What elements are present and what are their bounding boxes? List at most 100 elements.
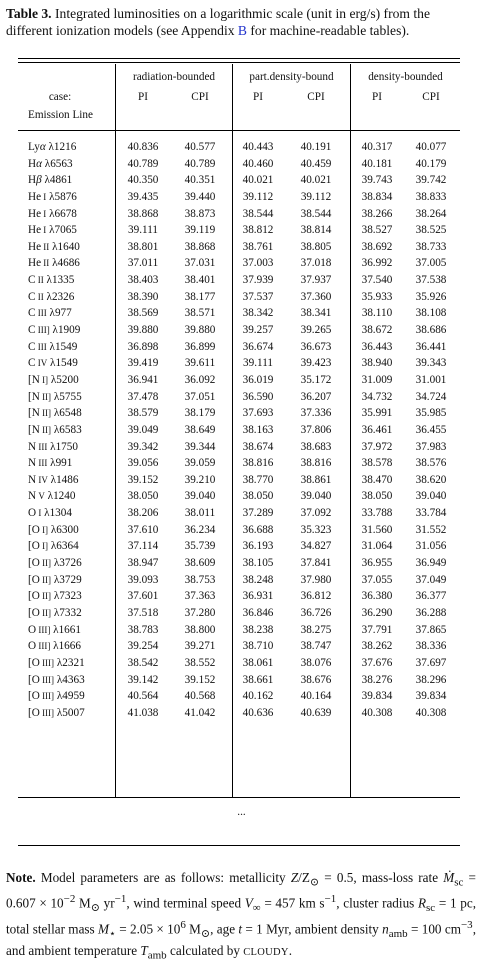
table-cell: 39.142 bbox=[127, 673, 159, 686]
line-species: [O bbox=[28, 523, 40, 536]
line-wavelength: λ7323 bbox=[53, 590, 82, 603]
line-species: He bbox=[28, 207, 42, 220]
table-cell: 38.805 bbox=[300, 240, 332, 253]
group-header-part-density-bound: part.density-bound bbox=[249, 71, 334, 83]
table-cell: 38.649 bbox=[184, 423, 216, 436]
line-species: C bbox=[28, 274, 36, 287]
line-wavelength: λ1335 bbox=[46, 274, 75, 287]
table-cell: 38.579 bbox=[127, 407, 159, 420]
table-cell: 36.688 bbox=[242, 523, 274, 536]
table-cell: 37.865 bbox=[415, 623, 447, 636]
table-cell: 40.460 bbox=[242, 157, 274, 170]
table-cell: 38.390 bbox=[127, 290, 159, 303]
table-cell: 37.697 bbox=[415, 656, 447, 669]
subheader-cpi: CPI bbox=[191, 91, 209, 103]
table-cell: 38.061 bbox=[242, 656, 274, 669]
line-ion-stage: II bbox=[37, 291, 44, 302]
table-row: N IV λ1486 39.152 39.210 38.770 38.861 38.470… bbox=[0, 472, 483, 489]
line-wavelength: λ1909 bbox=[52, 324, 81, 337]
note-text: −3 bbox=[460, 919, 473, 932]
line-wavelength: λ6678 bbox=[49, 207, 77, 220]
table-cell: 38.814 bbox=[300, 224, 332, 237]
table-row: [N II] λ6583 39.049 38.649 38.163 37.806 36.4… bbox=[0, 422, 483, 439]
line-ion-stage: I bbox=[43, 208, 47, 219]
note-text: = 0.607 × 10 bbox=[6, 870, 476, 911]
line-ion-stage: III bbox=[37, 308, 47, 319]
note-text: = 1 pc, total stellar mass bbox=[6, 895, 477, 937]
table-cell: 38.833 bbox=[415, 190, 447, 203]
line-species: C bbox=[28, 357, 36, 370]
line-ion-stage: III] bbox=[42, 707, 55, 718]
group-header-density-bounded: density-bounded bbox=[368, 71, 443, 83]
line-ion-stage: III] bbox=[37, 325, 50, 336]
line-species: [O bbox=[28, 540, 40, 553]
table-cell: 36.590 bbox=[242, 390, 274, 403]
table-cell: 34.732 bbox=[361, 390, 393, 403]
table-cell: 38.403 bbox=[127, 274, 159, 287]
line-species: [N bbox=[28, 423, 40, 436]
table-cell: 40.164 bbox=[300, 690, 332, 703]
subheader-cpi: CPI bbox=[307, 91, 325, 103]
table-cell: 38.401 bbox=[184, 274, 216, 287]
table-cell: 39.834 bbox=[361, 690, 393, 703]
line-species: [O bbox=[28, 690, 40, 703]
table-cell: 36.207 bbox=[300, 390, 332, 403]
line-wavelength: λ4686 bbox=[52, 257, 80, 270]
emission-line-name: C II λ1335 bbox=[28, 272, 74, 289]
column-divider bbox=[232, 64, 233, 797]
note-text: −1 bbox=[114, 893, 127, 906]
table-cell: 39.257 bbox=[242, 324, 274, 337]
appendix-link[interactable]: B bbox=[237, 23, 247, 38]
table-cell: 39.112 bbox=[300, 190, 332, 203]
line-species: He bbox=[28, 240, 42, 253]
line-species: He bbox=[28, 190, 42, 203]
table-cell: 38.672 bbox=[361, 324, 393, 337]
table-cell: 36.380 bbox=[361, 590, 393, 603]
line-wavelength: λ1486 bbox=[50, 473, 79, 486]
note-text: = 1 Myr, ambient density bbox=[242, 921, 383, 937]
emission-line-name: He I λ7065 bbox=[28, 222, 77, 239]
line-greek: α bbox=[36, 157, 42, 170]
table-cell: 37.980 bbox=[300, 573, 332, 586]
emission-line-name: C III λ977 bbox=[28, 305, 72, 322]
table-row: O III] λ1661 38.783 38.800 38.238 38.275 37.7… bbox=[0, 622, 483, 639]
line-wavelength: λ6563 bbox=[44, 157, 73, 170]
table-cell: 39.265 bbox=[300, 324, 332, 337]
table-cell: 39.440 bbox=[184, 190, 216, 203]
table-cell: 38.341 bbox=[300, 307, 332, 320]
table-cell: 37.114 bbox=[127, 540, 159, 553]
table-row: [O II] λ7332 37.518 37.280 36.846 36.726 36.2… bbox=[0, 605, 483, 622]
line-wavelength: λ1666 bbox=[53, 640, 81, 653]
table-cell: 38.108 bbox=[415, 307, 447, 320]
table-cell: 36.019 bbox=[242, 373, 274, 386]
table-cell: 39.040 bbox=[300, 490, 332, 503]
line-species: Ly bbox=[28, 141, 40, 153]
emission-line-name: [O III] λ4959 bbox=[28, 688, 85, 705]
table-row: [O III] λ5007 41.038 41.042 40.636 40.639 40.… bbox=[0, 705, 483, 722]
line-species: C bbox=[28, 290, 36, 303]
table-cell: 36.441 bbox=[415, 340, 447, 353]
line-species: [N bbox=[28, 407, 40, 420]
table-row: He I λ6678 38.868 38.873 38.544 38.544 38.266… bbox=[0, 206, 483, 223]
table-cell: 38.692 bbox=[361, 240, 393, 253]
table-cell: 38.609 bbox=[184, 557, 216, 570]
line-wavelength: λ1640 bbox=[52, 240, 80, 253]
note-text: . bbox=[288, 943, 293, 959]
table-cell: 37.360 bbox=[300, 290, 332, 303]
top-rule-double bbox=[18, 62, 460, 63]
emission-line-name: N III λ1750 bbox=[28, 439, 78, 456]
emission-line-name: [O II] λ7332 bbox=[28, 605, 82, 622]
table-cell: 39.742 bbox=[415, 174, 447, 187]
table-cell: 38.801 bbox=[127, 240, 159, 253]
table-cell: 39.344 bbox=[184, 440, 216, 453]
table-cell: 40.191 bbox=[300, 141, 332, 153]
table-cell: 38.050 bbox=[361, 490, 393, 503]
table-cell: 37.937 bbox=[300, 274, 332, 287]
table-cell: 40.077 bbox=[415, 141, 447, 153]
note-text: −2 bbox=[63, 893, 76, 906]
table-cell: 40.568 bbox=[184, 690, 216, 703]
emission-line-name: N IV λ1486 bbox=[28, 472, 78, 489]
table-body: Lyα λ1216 40.836 40.577 40.443 40.191 40.317 4… bbox=[0, 139, 483, 721]
table-cell: 38.800 bbox=[184, 623, 216, 636]
table-cell: 39.040 bbox=[184, 490, 216, 503]
